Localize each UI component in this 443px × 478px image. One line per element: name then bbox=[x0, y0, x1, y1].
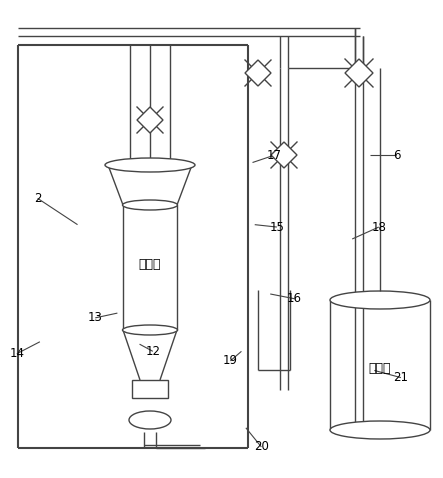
Ellipse shape bbox=[123, 325, 178, 335]
Bar bbox=[132, 380, 168, 398]
Polygon shape bbox=[137, 107, 163, 133]
Text: 21: 21 bbox=[393, 371, 408, 384]
Polygon shape bbox=[345, 59, 373, 87]
Text: 2: 2 bbox=[34, 192, 41, 205]
Text: 16: 16 bbox=[287, 292, 302, 305]
Text: 14: 14 bbox=[9, 347, 24, 360]
Ellipse shape bbox=[330, 421, 430, 439]
Ellipse shape bbox=[105, 158, 195, 172]
Polygon shape bbox=[245, 60, 271, 86]
Ellipse shape bbox=[129, 411, 171, 429]
Text: 废酸罐: 废酸罐 bbox=[369, 361, 391, 374]
Text: 19: 19 bbox=[223, 354, 238, 368]
Text: 焉烧炉: 焉烧炉 bbox=[139, 259, 161, 272]
Polygon shape bbox=[271, 142, 297, 168]
Text: 15: 15 bbox=[269, 220, 284, 234]
Text: 18: 18 bbox=[371, 220, 386, 234]
Text: 12: 12 bbox=[145, 345, 160, 358]
Text: 13: 13 bbox=[88, 311, 103, 325]
Text: 17: 17 bbox=[266, 149, 281, 162]
Text: 6: 6 bbox=[393, 149, 400, 162]
Ellipse shape bbox=[330, 291, 430, 309]
Text: 20: 20 bbox=[254, 440, 269, 454]
Ellipse shape bbox=[123, 200, 178, 210]
